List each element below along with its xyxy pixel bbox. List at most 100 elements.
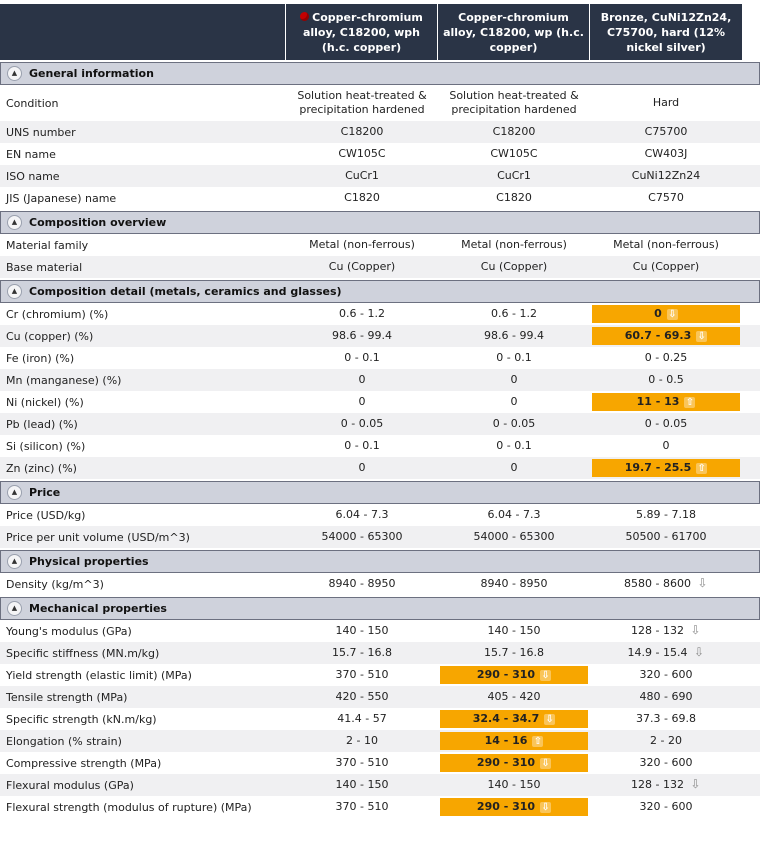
cell-text: 140 - 150 xyxy=(335,778,389,791)
value-cell: Hard xyxy=(590,85,742,121)
collapse-chevron-up-icon[interactable]: ▲ xyxy=(7,66,22,81)
cell-value: CuNi12Zn24 xyxy=(632,169,700,183)
cell-text: CW403J xyxy=(644,147,688,160)
table-row: ISO name CuCr1 CuCr1 CuNi12Zn24 xyxy=(0,165,760,187)
row-label: Compressive strength (MPa) xyxy=(6,756,162,770)
cell-text: 290 - 310 xyxy=(476,800,536,813)
cell-value: 128 - 132 ⇩ xyxy=(631,778,701,792)
cell-value: 37.3 - 69.8 xyxy=(636,712,696,726)
section-header[interactable]: ▲ Physical properties xyxy=(0,550,760,573)
table-body: ▲ General information Condition Solution he… xyxy=(0,62,760,818)
table-row: Flexural modulus (GPa) 140 - 150 140 - 150… xyxy=(0,774,760,796)
value-cell: 15.7 - 16.8 xyxy=(286,642,438,664)
collapse-chevron-up-icon[interactable]: ▲ xyxy=(7,485,22,500)
cell-value: CW105C xyxy=(490,147,537,161)
arrow-down-icon: ⇩ xyxy=(540,669,552,681)
cell-value: 420 - 550 xyxy=(336,690,389,704)
row-label: Flexural strength (modulus of rupture) (… xyxy=(6,800,252,814)
value-cell: 0 xyxy=(590,435,742,457)
row-label: Si (silicon) (%) xyxy=(6,439,86,453)
highlighted-value: 290 - 310 ⇩ xyxy=(440,754,588,772)
column-header-3[interactable]: Bronze, CuNi12Zn24, C75700, hard (12% ni… xyxy=(590,4,742,60)
cell-text: 140 - 150 xyxy=(487,778,541,791)
cell-text: 0 xyxy=(654,307,662,320)
highlighted-value: 290 - 310 ⇩ xyxy=(440,666,588,684)
value-cell: 0 - 0.1 xyxy=(286,435,438,457)
cell-value: C18200 xyxy=(493,125,536,139)
cell-text: 0 xyxy=(510,395,518,408)
value-cell: 0.6 - 1.2 xyxy=(286,303,438,325)
collapse-chevron-up-icon[interactable]: ▲ xyxy=(7,284,22,299)
arrow-up-icon: ⇧ xyxy=(532,735,544,747)
cell-text: 320 - 600 xyxy=(639,756,693,769)
highlighted-value: 290 - 310 ⇩ xyxy=(440,798,588,816)
collapse-chevron-up-icon[interactable]: ▲ xyxy=(7,554,22,569)
cell-text: CW105C xyxy=(490,147,538,160)
value-cell: 54000 - 65300 xyxy=(286,526,438,548)
cell-value: Cu (Copper) xyxy=(633,260,699,274)
cell-text: 0 - 0.05 xyxy=(492,417,536,430)
value-cell: Metal (non-ferrous) xyxy=(286,234,438,256)
cell-text: CW105C xyxy=(338,147,386,160)
column-header-2[interactable]: Copper-chromium alloy, C18200, wp (h.c. … xyxy=(438,4,590,60)
cell-value: Cu (Copper) xyxy=(481,260,547,274)
arrow-down-grey-icon: ⇩ xyxy=(690,623,701,637)
value-cell: 41.4 - 57 xyxy=(286,708,438,730)
cell-value: 98.6 - 99.4 xyxy=(332,329,392,343)
column-header-1[interactable]: Copper-chromium alloy, C18200, wph (h.c.… xyxy=(286,4,438,60)
section-header[interactable]: ▲ Composition detail (metals, ceramics an… xyxy=(0,280,760,303)
section-header[interactable]: ▲ Price xyxy=(0,481,760,504)
value-cell: 0 - 0.1 xyxy=(286,347,438,369)
value-cell: 60.7 - 69.3 ⇩ xyxy=(590,325,742,347)
value-cell: 0 - 0.05 xyxy=(286,413,438,435)
cell-text: 15.7 - 16.8 xyxy=(332,646,392,659)
cell-value: 370 - 510 xyxy=(336,668,389,682)
value-cell: C1820 xyxy=(286,187,438,209)
value-cell: 6.04 - 7.3 xyxy=(286,504,438,526)
row-label: Tensile strength (MPa) xyxy=(6,690,128,704)
value-cell: 0 xyxy=(438,391,590,413)
cell-value: 6.04 - 7.3 xyxy=(336,508,389,522)
cell-text: Metal (non-ferrous) xyxy=(613,238,719,251)
row-label: Cr (chromium) (%) xyxy=(6,307,109,321)
value-cell: 290 - 310 ⇩ xyxy=(438,752,590,774)
cell-text: C75700 xyxy=(644,125,688,138)
cell-text: 128 - 132 xyxy=(631,778,684,791)
value-cell: 2 - 20 xyxy=(590,730,742,752)
table-row: Cr (chromium) (%) 0.6 - 1.2 0.6 - 1.2 0 ⇩ xyxy=(0,303,760,325)
cell-text: 370 - 510 xyxy=(335,756,389,769)
section-header[interactable]: ▲ Mechanical properties xyxy=(0,597,760,620)
cell-value: 6.04 - 7.3 xyxy=(488,508,541,522)
collapse-chevron-up-icon[interactable]: ▲ xyxy=(7,601,22,616)
cell-text: Metal (non-ferrous) xyxy=(309,238,415,251)
cell-text: 140 - 150 xyxy=(335,624,389,637)
value-cell: 37.3 - 69.8 xyxy=(590,708,742,730)
cell-text: 0 xyxy=(662,439,670,452)
value-cell: Cu (Copper) xyxy=(286,256,438,278)
table-row: Density (kg/m^3) 8940 - 8950 8940 - 8950 85… xyxy=(0,573,760,595)
cell-text: CuCr1 xyxy=(345,169,379,182)
row-label: Zn (zinc) (%) xyxy=(6,461,77,475)
arrow-up-icon: ⇧ xyxy=(696,462,708,474)
cell-value: Metal (non-ferrous) xyxy=(613,238,719,252)
value-cell: CW105C xyxy=(286,143,438,165)
row-label: Yield strength (elastic limit) (MPa) xyxy=(6,668,192,682)
cell-text: 0 xyxy=(358,395,366,408)
pin-icon[interactable] xyxy=(300,12,310,21)
value-cell: 405 - 420 xyxy=(438,686,590,708)
cell-value: 370 - 510 xyxy=(336,756,389,770)
table-row: Pb (lead) (%) 0 - 0.05 0 - 0.05 0 - 0.05 xyxy=(0,413,760,435)
value-cell: 6.04 - 7.3 xyxy=(438,504,590,526)
collapse-chevron-up-icon[interactable]: ▲ xyxy=(7,215,22,230)
highlighted-value: 11 - 13 ⇧ xyxy=(592,393,740,411)
cell-value: 0 xyxy=(511,395,518,409)
section-header[interactable]: ▲ Composition overview xyxy=(0,211,760,234)
value-cell: 0 ⇩ xyxy=(590,303,742,325)
cell-text: 37.3 - 69.8 xyxy=(636,712,696,725)
cell-value: 15.7 - 16.8 xyxy=(332,646,392,660)
table-row: Cu (copper) (%) 98.6 - 99.4 98.6 - 99.4 60.… xyxy=(0,325,760,347)
highlighted-value: 14 - 16 ⇧ xyxy=(440,732,588,750)
section-header[interactable]: ▲ General information xyxy=(0,62,760,85)
row-label: Mn (manganese) (%) xyxy=(6,373,122,387)
value-cell: Cu (Copper) xyxy=(590,256,742,278)
